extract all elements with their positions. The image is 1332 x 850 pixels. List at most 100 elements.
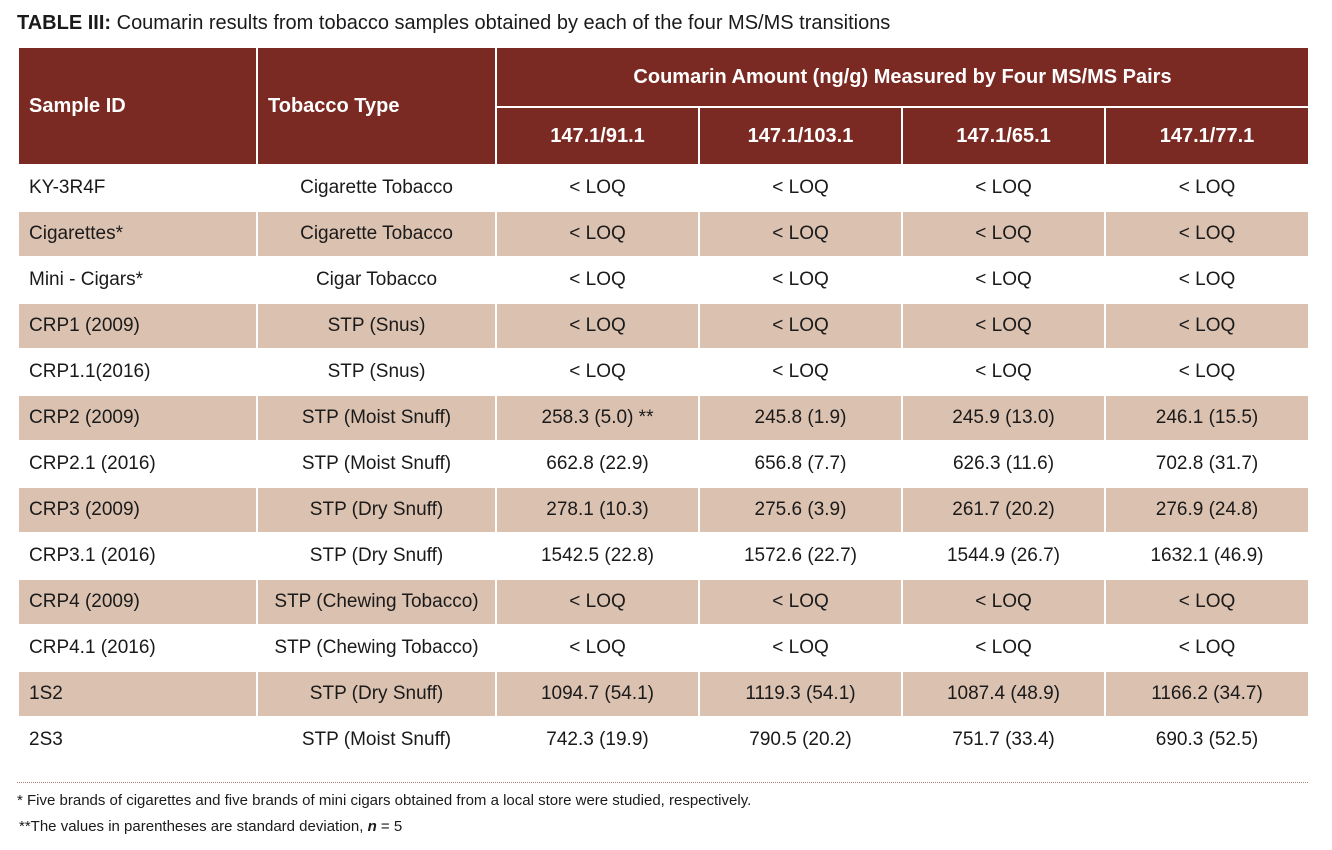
value-cell: 1087.4 (48.9) (901, 670, 1106, 718)
footnote-2-suffix: = 5 (376, 818, 403, 835)
footnote-divider (17, 782, 1308, 783)
value-cell: < LOQ (901, 624, 1106, 672)
table-row: Mini - Cigars* Cigar Tobacco < LOQ < LOQ < L… (17, 256, 1310, 304)
value-cell: 626.3 (11.6) (901, 440, 1106, 488)
value-cell: < LOQ (495, 302, 700, 350)
table-row: Cigarettes* Cigarette Tobacco < LOQ < LOQ < … (17, 210, 1310, 258)
table-row: 2S3 STP (Moist Snuff) 742.3 (19.9) 790.5 (2… (17, 716, 1310, 764)
value-cell: 662.8 (22.9) (495, 440, 700, 488)
value-cell: < LOQ (698, 624, 903, 672)
value-cell: < LOQ (1104, 624, 1310, 672)
value-cell: 1572.6 (22.7) (698, 532, 903, 580)
value-cell: < LOQ (1104, 164, 1310, 212)
value-cell: < LOQ (495, 348, 700, 396)
tobacco-type-cell: STP (Moist Snuff) (256, 440, 497, 488)
value-cell: < LOQ (901, 256, 1106, 304)
value-cell: < LOQ (495, 210, 700, 258)
tobacco-type-cell: Cigarette Tobacco (256, 164, 497, 212)
sample-id-cell: CRP2 (2009) (17, 394, 258, 442)
header-pair: 147.1/103.1 (698, 106, 903, 166)
table-row: CRP3.1 (2016) STP (Dry Snuff) 1542.5 (22.8… (17, 532, 1310, 580)
tobacco-type-cell: STP (Snus) (256, 348, 497, 396)
footnote-2: **The values in parentheses are standard… (19, 817, 402, 837)
value-cell: 258.3 (5.0) ** (495, 394, 700, 442)
value-cell: 1094.7 (54.1) (495, 670, 700, 718)
value-cell: < LOQ (901, 578, 1106, 626)
value-cell: 1544.9 (26.7) (901, 532, 1106, 580)
table-row: CRP2.1 (2016) STP (Moist Snuff) 662.8 (22.… (17, 440, 1310, 488)
tobacco-type-cell: Cigarette Tobacco (256, 210, 497, 258)
value-cell: 261.7 (20.2) (901, 486, 1106, 534)
table-row: 1S2 STP (Dry Snuff) 1094.7 (54.1) 1119.3 (5… (17, 670, 1310, 718)
table-row: CRP3 (2009) STP (Dry Snuff) 278.1 (10.3) 27… (17, 486, 1310, 534)
sample-id-cell: CRP3 (2009) (17, 486, 258, 534)
header-tobacco-type: Tobacco Type (256, 46, 497, 166)
sample-id-cell: Cigarettes* (17, 210, 258, 258)
sample-id-cell: CRP1.1(2016) (17, 348, 258, 396)
footnote-1: * Five brands of cigarettes and five bra… (17, 792, 752, 809)
tobacco-type-cell: STP (Dry Snuff) (256, 486, 497, 534)
value-cell: < LOQ (901, 302, 1106, 350)
value-cell: 702.8 (31.7) (1104, 440, 1310, 488)
table-header: Sample ID Tobacco Type Coumarin Amount (… (17, 46, 1310, 166)
table-caption: TABLE III: Coumarin results from tobacco… (17, 10, 890, 36)
value-cell: < LOQ (698, 348, 903, 396)
value-cell: 276.9 (24.8) (1104, 486, 1310, 534)
header-sample-id: Sample ID (17, 46, 258, 166)
table-row: KY-3R4F Cigarette Tobacco < LOQ < LOQ < LOQ <… (17, 164, 1310, 212)
value-cell: < LOQ (698, 164, 903, 212)
value-cell: 656.8 (7.7) (698, 440, 903, 488)
value-cell: 1119.3 (54.1) (698, 670, 903, 718)
table-body: KY-3R4F Cigarette Tobacco < LOQ < LOQ < LOQ <… (17, 164, 1310, 764)
table-row: CRP4 (2009) STP (Chewing Tobacco) < LOQ < L… (17, 578, 1310, 626)
tobacco-type-cell: STP (Moist Snuff) (256, 716, 497, 764)
caption-text: Coumarin results from tobacco samples ob… (111, 12, 891, 34)
sample-id-cell: KY-3R4F (17, 164, 258, 212)
value-cell: < LOQ (698, 578, 903, 626)
caption-label: TABLE III: (17, 12, 112, 34)
value-cell: 742.3 (19.9) (495, 716, 700, 764)
tobacco-type-cell: STP (Snus) (256, 302, 497, 350)
table-row: CRP1.1(2016) STP (Snus) < LOQ < LOQ < LOQ < L… (17, 348, 1310, 396)
tobacco-type-cell: Cigar Tobacco (256, 256, 497, 304)
sample-id-cell: 1S2 (17, 670, 258, 718)
value-cell: < LOQ (1104, 578, 1310, 626)
coumarin-table: Sample ID Tobacco Type Coumarin Amount (… (17, 46, 1310, 764)
value-cell: < LOQ (698, 302, 903, 350)
sample-id-cell: CRP3.1 (2016) (17, 532, 258, 580)
value-cell: < LOQ (901, 164, 1106, 212)
value-cell: < LOQ (495, 624, 700, 672)
value-cell: < LOQ (495, 256, 700, 304)
sample-id-cell: 2S3 (17, 716, 258, 764)
header-pair: 147.1/91.1 (495, 106, 700, 166)
value-cell: < LOQ (698, 210, 903, 258)
value-cell: 1166.2 (34.7) (1104, 670, 1310, 718)
table-row: CRP4.1 (2016) STP (Chewing Tobacco) < LOQ <… (17, 624, 1310, 672)
sample-id-cell: CRP2.1 (2016) (17, 440, 258, 488)
value-cell: 1542.5 (22.8) (495, 532, 700, 580)
value-cell: 690.3 (52.5) (1104, 716, 1310, 764)
value-cell: < LOQ (495, 164, 700, 212)
value-cell: < LOQ (698, 256, 903, 304)
value-cell: 751.7 (33.4) (901, 716, 1106, 764)
value-cell: 278.1 (10.3) (495, 486, 700, 534)
table-row: CRP1 (2009) STP (Snus) < LOQ < LOQ < LOQ < LO… (17, 302, 1310, 350)
value-cell: 245.8 (1.9) (698, 394, 903, 442)
table-row: CRP2 (2009) STP (Moist Snuff) 258.3 (5.0) … (17, 394, 1310, 442)
value-cell: < LOQ (1104, 348, 1310, 396)
value-cell: 246.1 (15.5) (1104, 394, 1310, 442)
header-group: Coumarin Amount (ng/g) Measured by Four … (495, 46, 1310, 108)
value-cell: 1632.1 (46.9) (1104, 532, 1310, 580)
sample-id-cell: CRP4 (2009) (17, 578, 258, 626)
footnote-2-variable: n (367, 818, 377, 835)
sample-id-cell: Mini - Cigars* (17, 256, 258, 304)
value-cell: 275.6 (3.9) (698, 486, 903, 534)
sample-id-cell: CRP1 (2009) (17, 302, 258, 350)
value-cell: 245.9 (13.0) (901, 394, 1106, 442)
tobacco-type-cell: STP (Chewing Tobacco) (256, 624, 497, 672)
tobacco-type-cell: STP (Dry Snuff) (256, 670, 497, 718)
value-cell: < LOQ (1104, 302, 1310, 350)
header-pair: 147.1/65.1 (901, 106, 1106, 166)
value-cell: < LOQ (1104, 210, 1310, 258)
